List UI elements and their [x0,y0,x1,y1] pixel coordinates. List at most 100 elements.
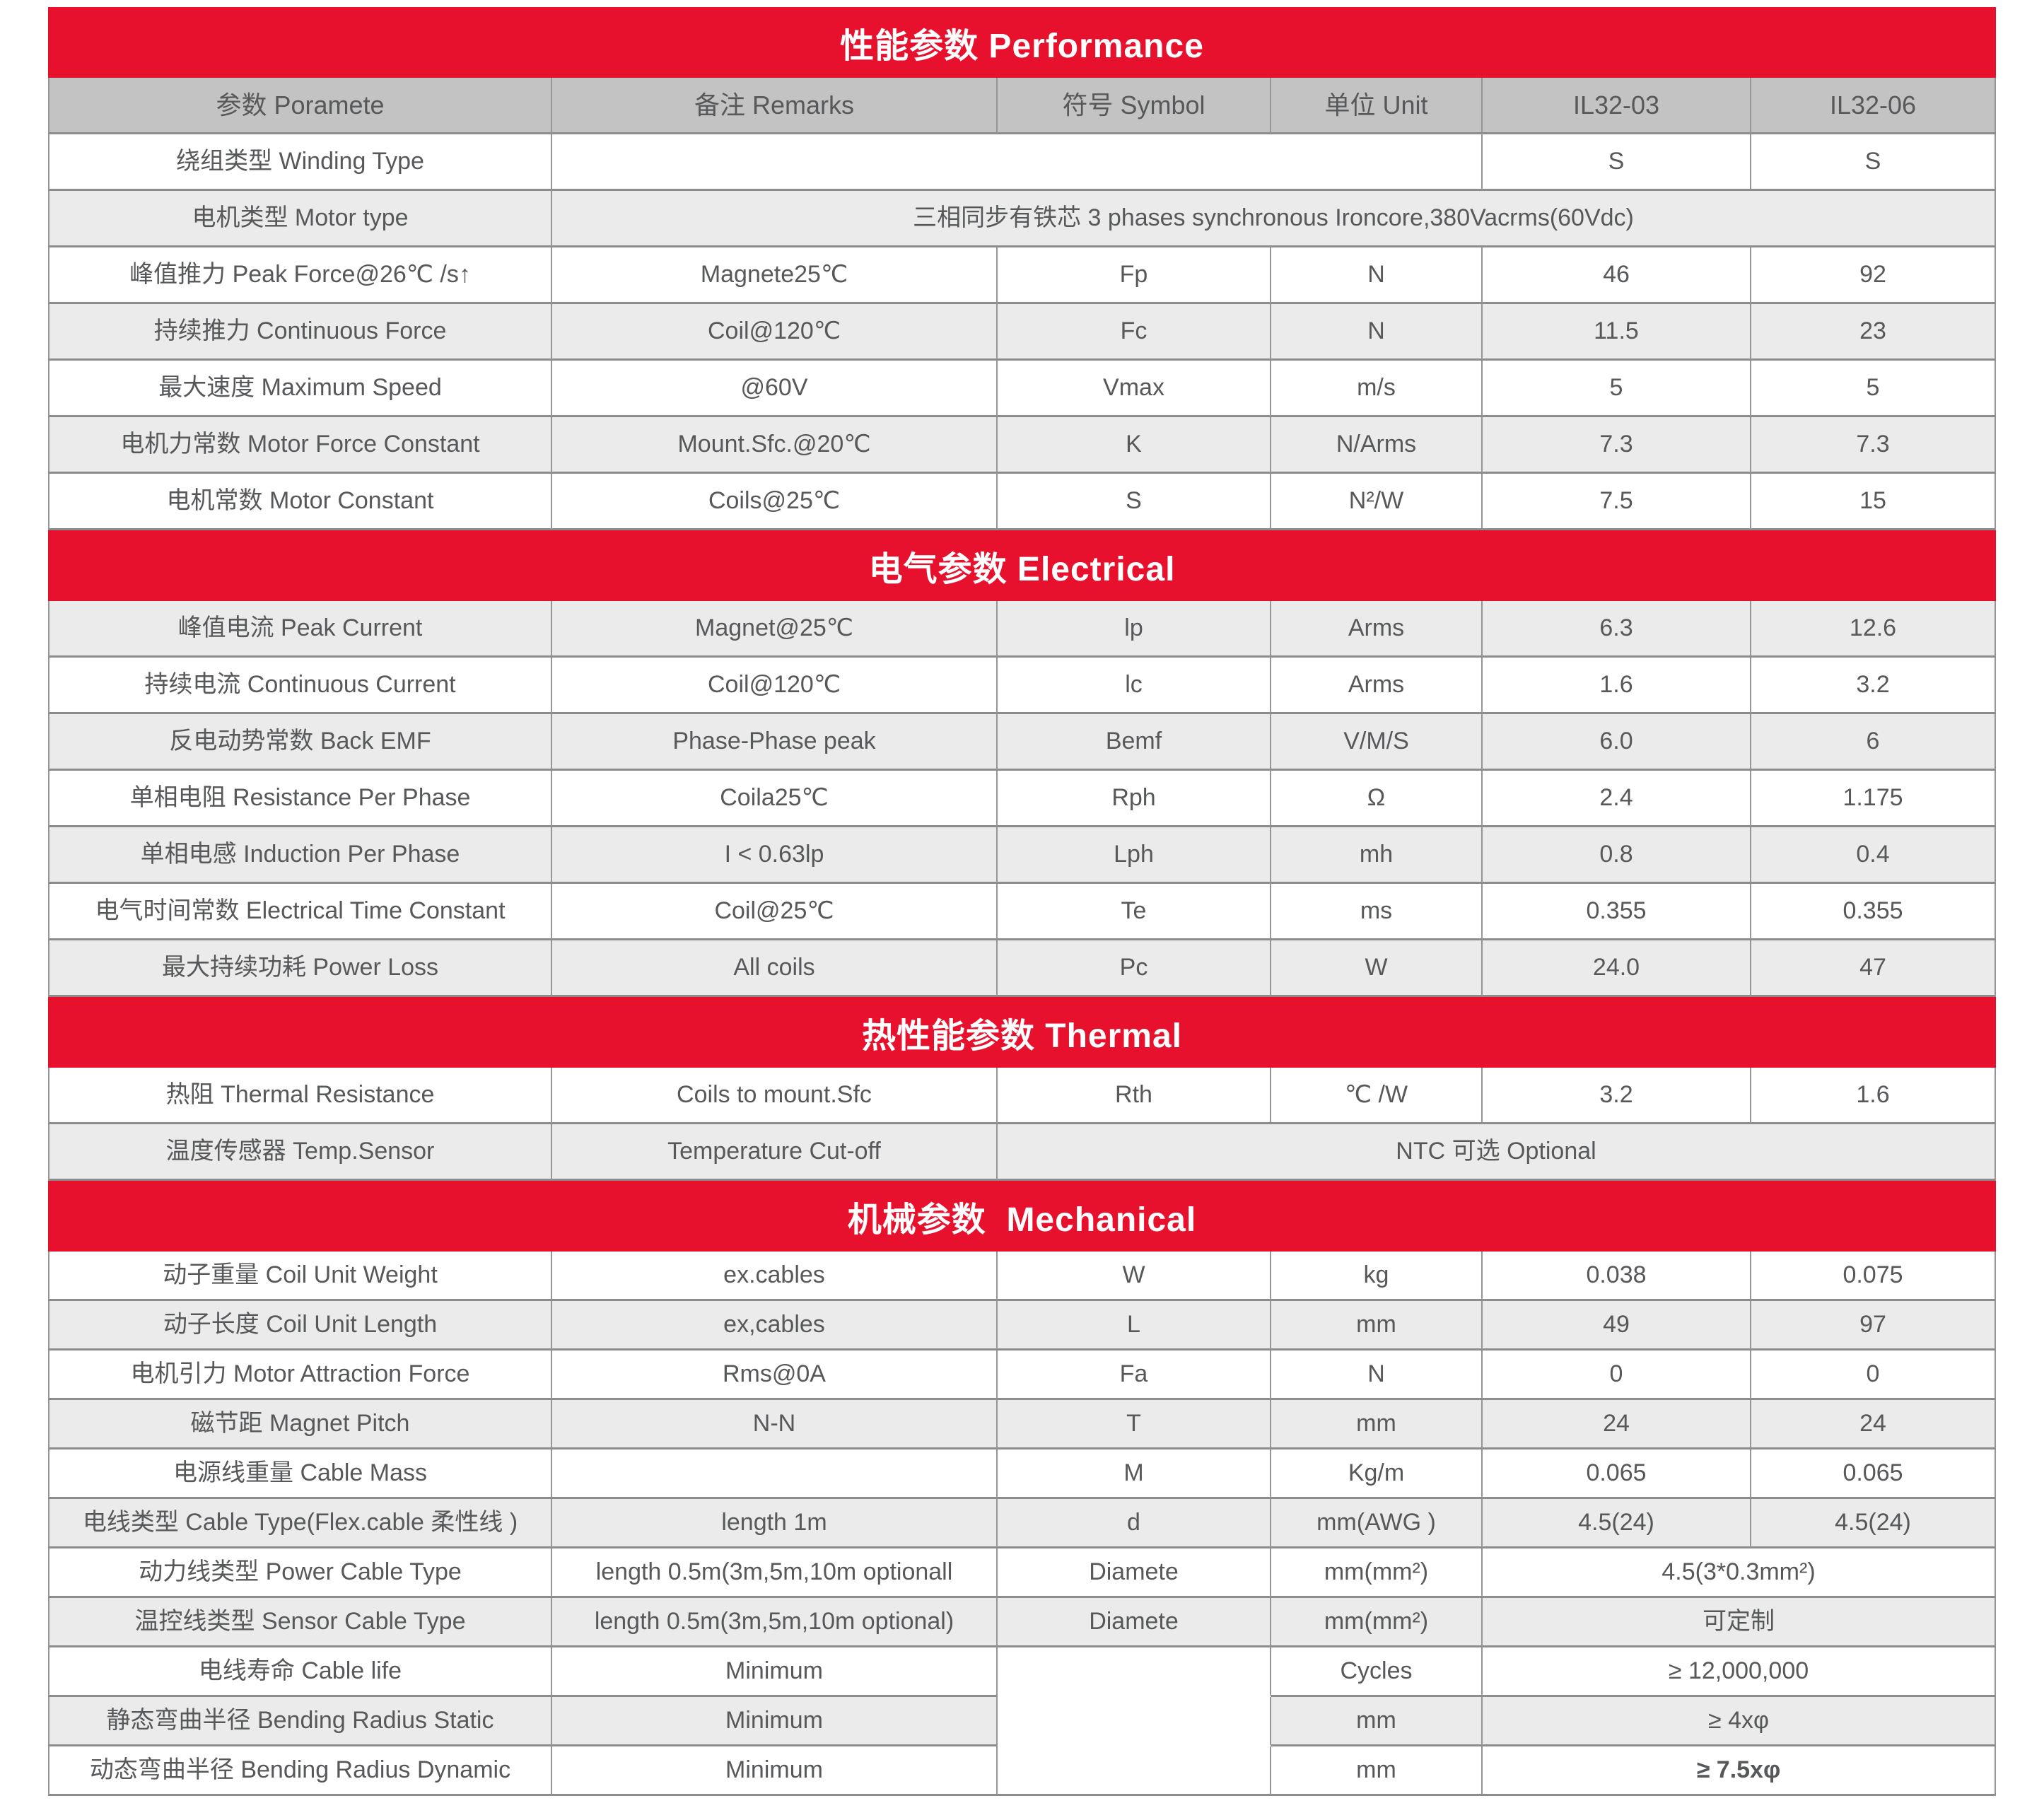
cell-il32-03: 0.8 [1483,827,1751,884]
column-header-row: 参数 Poramete 备注 Remarks 符号 Symbol 单位 Unit IL3… [48,78,1996,134]
cell-unit: mm [1271,1400,1483,1449]
cell-remarks: Magnete25℃ [552,247,998,304]
cell-label: 静态弯曲半径 Bending Radius Static [48,1697,552,1746]
cell-il32-03: 7.3 [1483,417,1751,474]
cell-text: 动子重量 Coil Unit Weight [163,1261,438,1288]
cell-il32-03: S [1483,134,1751,191]
cell-il32-03: 24.0 [1483,940,1751,997]
section-title-text: 机械参数 Mechanical [847,1201,1197,1239]
cell-text: lc [1125,670,1143,698]
cell-merged: 可定制 [1483,1598,1996,1647]
cell-unit: Ω [1271,771,1483,827]
cell-symbol: Bemf [998,714,1271,771]
cell-text: Fp [1119,260,1148,288]
cell-text: K [1126,430,1142,457]
section-title-text: 热性能参数 Thermal [861,1017,1183,1055]
motor-spec-table: 性能参数 Performance 参数 Poramete 备注 Remarks 符号 … [48,7,1996,1796]
cell-unit: N [1271,247,1483,304]
cell-remarks: @60V [552,361,998,417]
table-row: 电线寿命 Cable life Minimum Cycles ≥ 12,000,000 [48,1647,1996,1697]
cell-text: 峰值电流 Peak Current [177,614,423,641]
table-row: 绕组类型 Winding Type S S [48,134,1996,191]
cell-remarks: Coil@120℃ [552,304,998,361]
cell-text: T [1126,1409,1141,1437]
cell-text: 动子长度 Coil Unit Length [163,1310,438,1338]
cell-label: 单相电阻 Resistance Per Phase [48,771,552,827]
cell-il32-06: 0.4 [1751,827,1996,884]
cell-text: 0 [1866,1360,1880,1387]
cell-text: 0.065 [1586,1459,1647,1486]
cell-text: Mount.Sfc.@20℃ [677,430,871,457]
section-title-performance: 性能参数 Performance [48,7,1996,78]
table-row: 温控线类型 Sensor Cable Type length 0.5m(3m,5m… [48,1598,1996,1647]
cell-label: 动力线类型 Power Cable Type [48,1548,552,1598]
cell-label: 峰值推力 Peak Force@26℃ /s↑ [48,247,552,304]
cell-text: 0.355 [1586,897,1647,924]
cell-il32-06: 0.065 [1751,1449,1996,1499]
cell-symbol: Rph [998,771,1271,827]
cell-symbol: lc [998,658,1271,714]
cell-text: @60V [740,373,808,401]
cell-il32-06: 5 [1751,361,1996,417]
cell-text: 4.5(3*0.3mm²) [1662,1558,1816,1585]
cell-text: Te [1121,897,1147,924]
cell-text: mm [1356,1706,1396,1734]
cell-remarks: Phase-Phase peak [552,714,998,771]
column-header-il32-03: IL32-03 [1483,78,1751,134]
table-row: 热阻 Thermal Resistance Coils to mount.Sfc R… [48,1068,1996,1124]
cell-text: 符号 Symbol [1062,90,1205,119]
cell-label: 最大持续功耗 Power Loss [48,940,552,997]
cell-text: Diamete [1089,1607,1179,1635]
cell-text: V/M/S [1343,727,1409,754]
cell-text: 3.2 [1599,1080,1633,1108]
cell-unit: Arms [1271,601,1483,658]
cell-text: mm(mm²) [1324,1558,1429,1585]
cell-il32-06: S [1751,134,1996,191]
cell-il32-06: 12.6 [1751,601,1996,658]
cell-text: Coil@25℃ [714,897,834,924]
cell-text: NTC 可选 Optional [1396,1137,1596,1165]
cell-text: S [1126,486,1142,514]
table-row: 电机引力 Motor Attraction Force Rms@0A Fa N 0 0 [48,1351,1996,1400]
cell-text: W [1365,953,1388,981]
cell-remarks: Mount.Sfc.@20℃ [552,417,998,474]
cell-text: mm [1356,1756,1396,1783]
cell-label: 电机引力 Motor Attraction Force [48,1351,552,1400]
cell-text: 0.075 [1842,1261,1903,1288]
cell-text: 1.6 [1856,1080,1890,1108]
cell-text: 49 [1603,1310,1630,1338]
cell-label: 最大速度 Maximum Speed [48,361,552,417]
cell-text: Vmax [1103,373,1164,401]
cell-remarks: ex,cables [552,1301,998,1351]
cell-text: 峰值推力 Peak Force@26℃ /s↑ [129,260,471,288]
cell-text: Rph [1111,783,1156,811]
cell-text: 温控线类型 Sensor Cable Type [134,1607,466,1635]
cell-text: Diamete [1089,1558,1179,1585]
cell-il32-06: 4.5(24) [1751,1499,1996,1548]
cell-label: 电机类型 Motor type [48,191,552,247]
cell-text: 5 [1609,373,1623,401]
cell-text: L [1127,1310,1140,1338]
cell-symbol: K [998,417,1271,474]
cell-il32-03: 2.4 [1483,771,1751,827]
cell-label: 电机力常数 Motor Force Constant [48,417,552,474]
cell-symbol: Diamete [998,1548,1271,1598]
table-row: 电机力常数 Motor Force Constant Mount.Sfc.@20℃… [48,417,1996,474]
cell-text: Kg/m [1348,1459,1405,1486]
cell-text: IL32-06 [1829,90,1917,119]
cell-il32-06: 6 [1751,714,1996,771]
cell-text: Rms@0A [723,1360,826,1387]
cell-text: 1.6 [1599,670,1633,698]
cell-text: S [1608,147,1625,175]
cell-text: 持续电流 Continuous Current [144,670,456,698]
cell-text: 5 [1866,373,1880,401]
cell-remarks: Coils to mount.Sfc [552,1068,998,1124]
cell-label: 峰值电流 Peak Current [48,601,552,658]
cell-label: 电源线重量 Cable Mass [48,1449,552,1499]
column-header-label: 参数 Poramete [48,78,552,134]
cell-text: 0.4 [1856,840,1890,868]
cell-text: mm [1356,1310,1396,1338]
cell-unit: mh [1271,827,1483,884]
